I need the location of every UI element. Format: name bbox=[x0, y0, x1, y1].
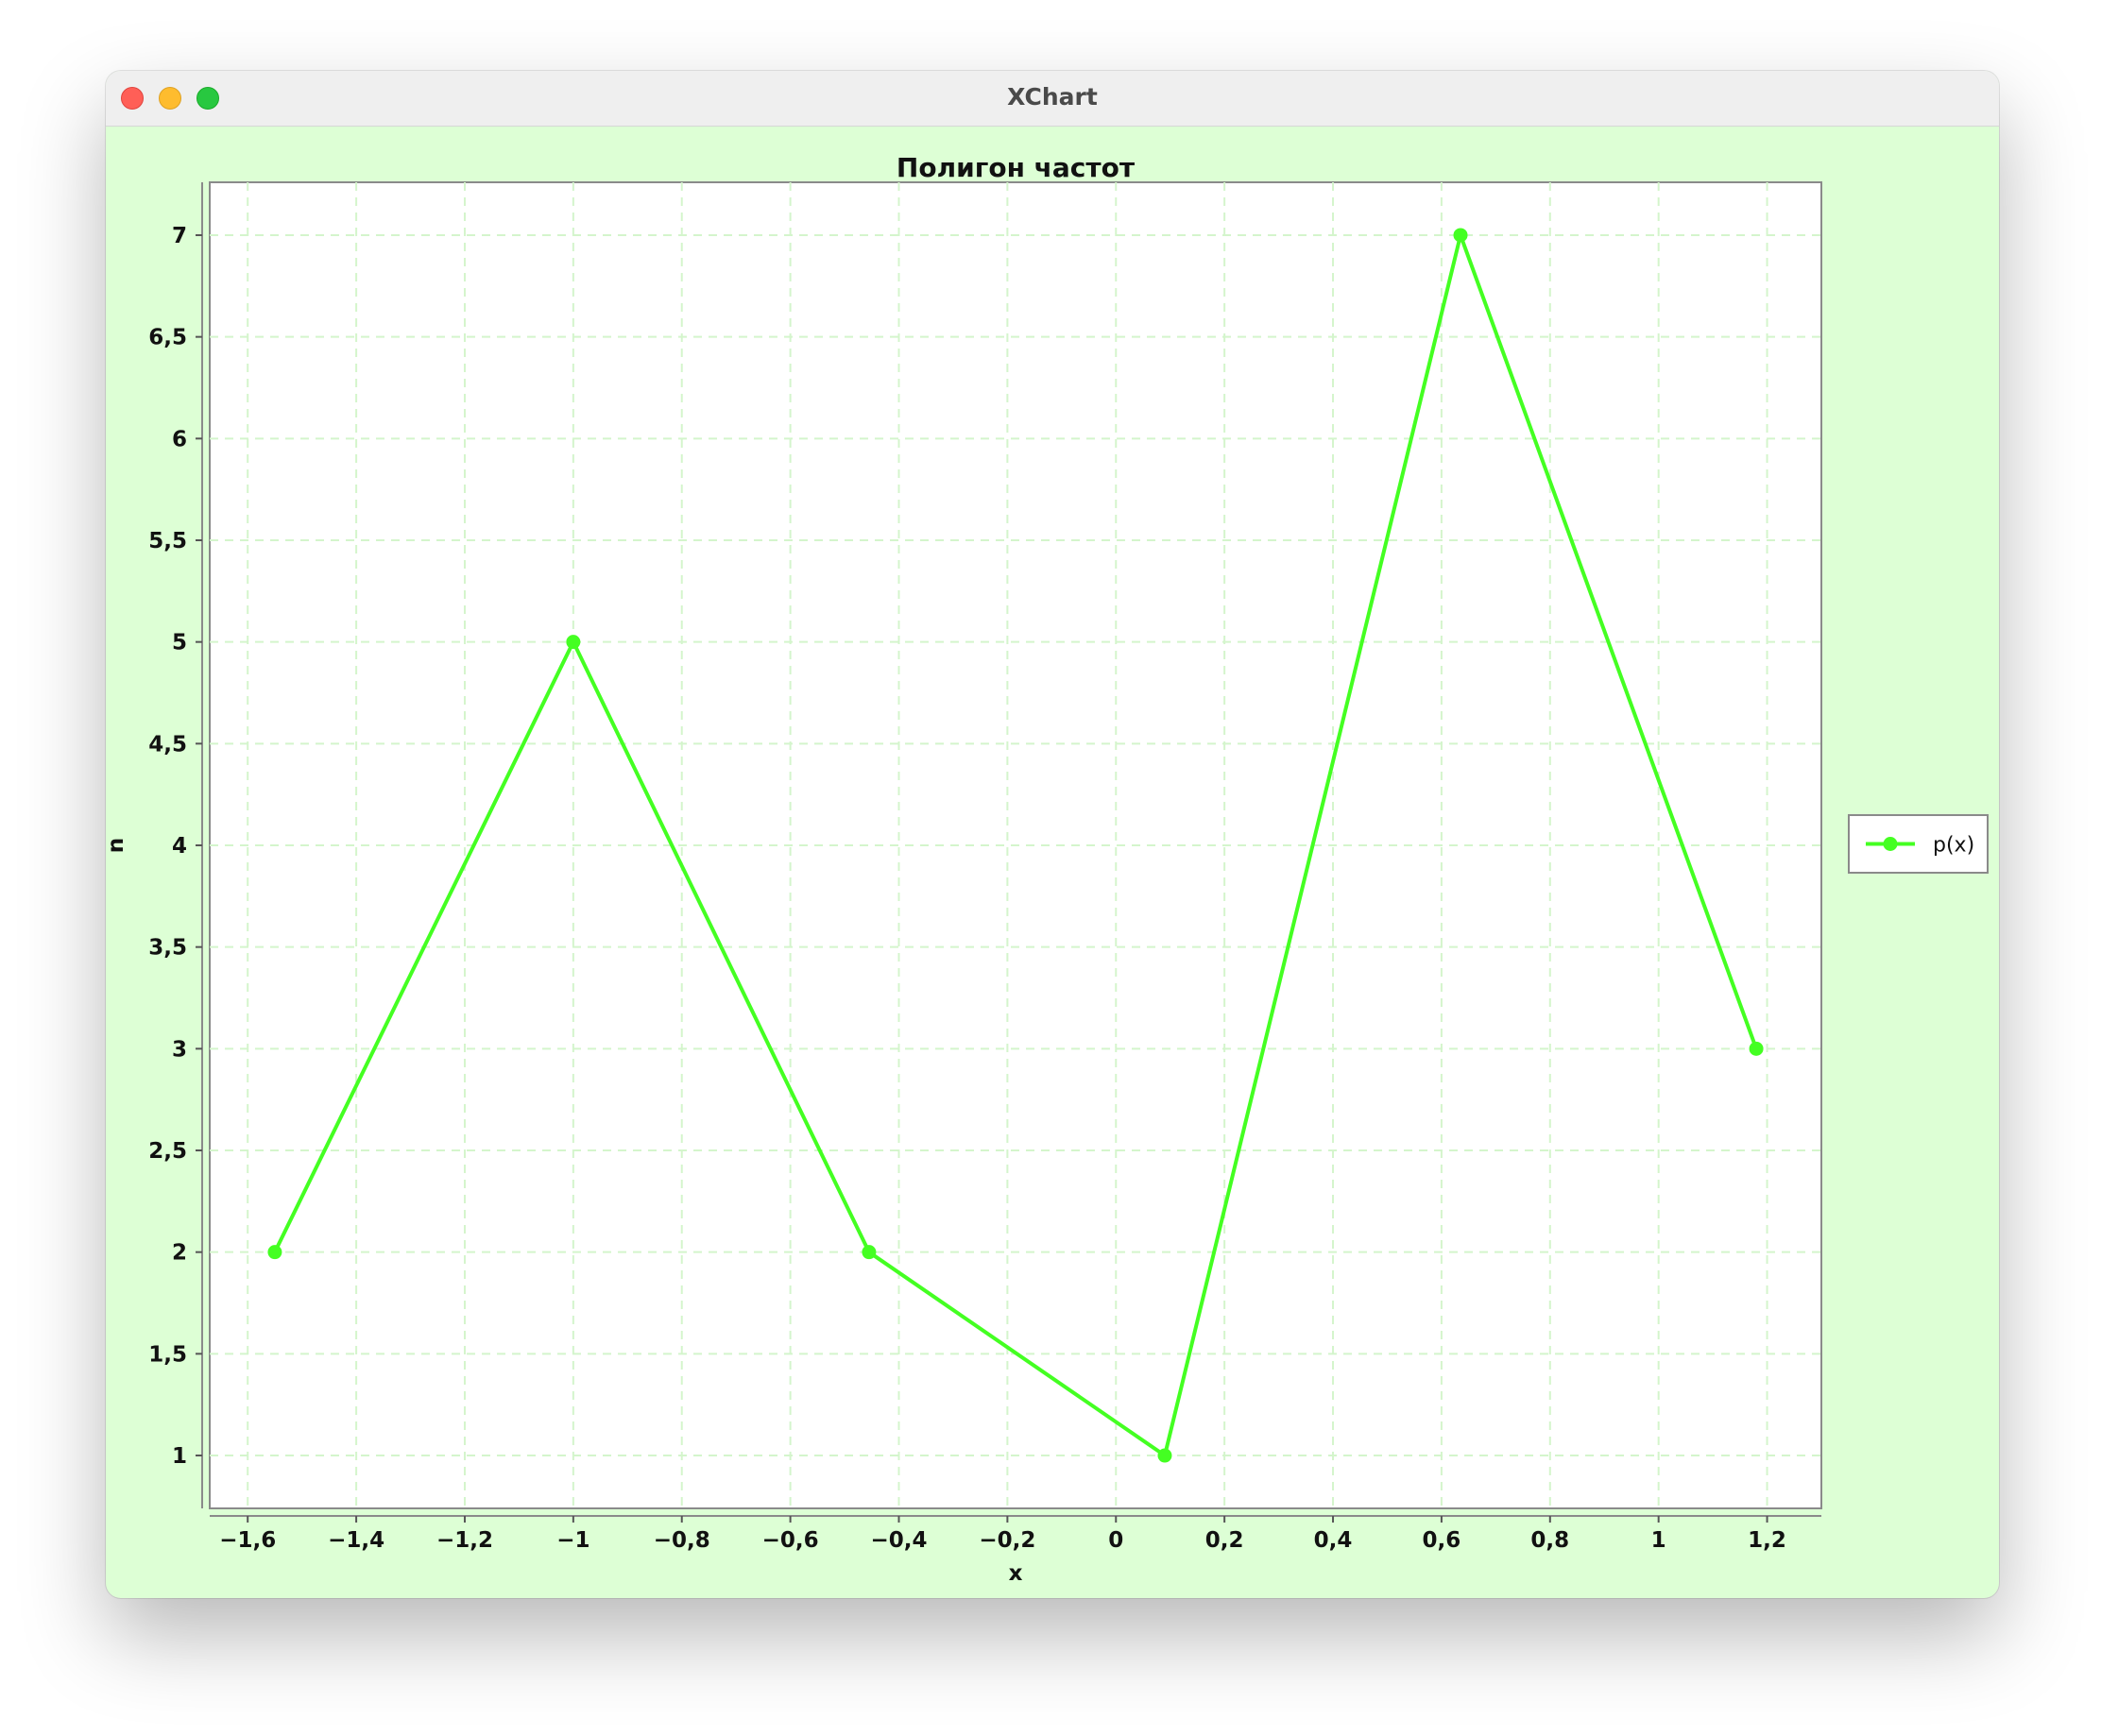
data-point bbox=[1453, 228, 1468, 243]
data-point bbox=[267, 1245, 282, 1260]
y-tick-label: 6 bbox=[172, 427, 187, 451]
x-tick-label: −1,2 bbox=[436, 1528, 493, 1553]
app-window: XChart −1,6 −1,4 −1,2 −1 −0,8 −0,6 −0,4 −0,2 0 0,… bbox=[106, 71, 1999, 1598]
close-window-button[interactable] bbox=[121, 87, 144, 110]
x-tick-label: −0,8 bbox=[654, 1528, 710, 1553]
data-point bbox=[862, 1245, 877, 1260]
x-tick-label: 1 bbox=[1651, 1528, 1666, 1553]
maximize-window-button[interactable] bbox=[196, 87, 219, 110]
legend: p(x) bbox=[1848, 814, 1989, 874]
x-tick-label: 0 bbox=[1108, 1528, 1123, 1553]
series-p(x) bbox=[267, 228, 1764, 1463]
x-tick-label: −0,4 bbox=[870, 1528, 927, 1553]
x-axis-label: x bbox=[1009, 1561, 1023, 1586]
y-tick-label: 2,5 bbox=[148, 1139, 187, 1164]
legend-label: p(x) bbox=[1933, 834, 1974, 858]
y-tick-label: 7 bbox=[172, 224, 187, 248]
y-tick-label: 2 bbox=[172, 1241, 187, 1266]
x-tick-label: −1 bbox=[556, 1528, 589, 1553]
y-tick-label: 1,5 bbox=[148, 1342, 187, 1367]
x-tick-label: 0,4 bbox=[1314, 1528, 1353, 1553]
y-tick-label: 5,5 bbox=[148, 529, 187, 553]
y-tick-label: 3 bbox=[172, 1037, 187, 1062]
window-title: XChart bbox=[1007, 83, 1098, 111]
legend-marker bbox=[1883, 837, 1898, 851]
y-tick-label: 4,5 bbox=[148, 732, 187, 757]
x-tick-label: −1,6 bbox=[219, 1528, 276, 1553]
data-point bbox=[1749, 1041, 1764, 1056]
y-tick-label: 3,5 bbox=[148, 936, 187, 961]
y-axis-label: n bbox=[106, 838, 128, 853]
y-tick-label: 1 bbox=[172, 1444, 187, 1469]
y-tick-label: 5 bbox=[172, 631, 187, 655]
x-tick-label: 0,6 bbox=[1423, 1528, 1461, 1553]
x-tick-label: 0,8 bbox=[1530, 1528, 1569, 1553]
title-bar: XChart bbox=[106, 71, 1999, 127]
minimize-window-button[interactable] bbox=[159, 87, 181, 110]
chart-canvas: −1,6 −1,4 −1,2 −1 −0,8 −0,6 −0,4 −0,2 0 0,2 0,4 0,6… bbox=[106, 152, 1989, 1586]
grid-lines bbox=[210, 182, 1821, 1508]
x-tick-label: −0,6 bbox=[762, 1528, 819, 1553]
data-point bbox=[1157, 1448, 1172, 1463]
x-tick-label: 0,2 bbox=[1205, 1528, 1244, 1553]
series-line bbox=[273, 232, 1758, 1458]
x-tick-label: −0,2 bbox=[979, 1528, 1035, 1553]
chart-title: Полигон частот bbox=[897, 152, 1136, 183]
data-point bbox=[566, 635, 581, 650]
y-tick-label: 6,5 bbox=[148, 326, 187, 350]
x-tick-label: 1,2 bbox=[1748, 1528, 1786, 1553]
y-tick-label: 4 bbox=[172, 834, 187, 859]
x-tick-label: −1,4 bbox=[328, 1528, 384, 1553]
